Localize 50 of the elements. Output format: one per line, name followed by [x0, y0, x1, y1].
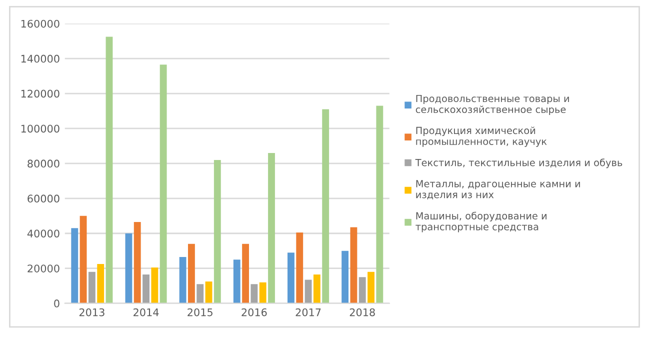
bar	[205, 281, 212, 304]
x-tick-label: 2017	[296, 308, 321, 316]
x-tick-label: 2018	[350, 308, 375, 316]
bar	[196, 284, 204, 304]
bar	[358, 277, 366, 304]
bar	[188, 244, 195, 304]
x-tick-label: 2013	[79, 308, 104, 316]
legend-label: Продовольственные товары и сельскохозяйственное сырье	[416, 94, 569, 115]
bar	[376, 106, 384, 304]
bar	[342, 250, 349, 304]
y-tick-label: 120000	[21, 90, 60, 98]
bar	[80, 216, 87, 304]
x-tick-label: 2014	[134, 308, 159, 316]
bar	[71, 228, 78, 304]
y-tick-label: 80000	[28, 160, 60, 168]
bar	[233, 260, 240, 304]
bar	[288, 252, 294, 304]
legend-label: Текстиль, текстильные изделия и обувь	[415, 158, 622, 168]
bar	[214, 160, 221, 304]
bar	[322, 109, 330, 304]
y-tick-label: 60000	[28, 194, 60, 203]
legend-label: Металлы, драгоценные камни и изделия из них	[416, 180, 580, 200]
bar	[350, 227, 358, 304]
y-tick-label: 140000	[21, 54, 60, 63]
x-tick-label: 2015	[188, 308, 212, 316]
bar	[259, 282, 266, 304]
bar	[125, 233, 132, 304]
x-tick-label: 2016	[242, 308, 267, 316]
bar	[142, 274, 150, 304]
y-tick-label: 160000	[21, 20, 60, 28]
y-tick-label: 100000	[21, 124, 60, 133]
bar	[313, 274, 320, 304]
bar	[151, 267, 158, 304]
bar	[97, 264, 104, 304]
bar	[88, 272, 96, 304]
bar	[268, 152, 275, 304]
bar	[106, 36, 113, 304]
y-tick-label: 0	[54, 300, 60, 308]
bar	[179, 256, 186, 304]
y-tick-label: 40000	[27, 230, 60, 238]
bar	[242, 244, 249, 304]
bar	[250, 284, 258, 304]
legend-label: Машины, оборудование и транспортные средства	[416, 212, 546, 232]
bar	[296, 232, 304, 304]
bar	[304, 280, 312, 304]
bar	[368, 272, 374, 304]
bar	[134, 222, 141, 304]
legend-label: Продукция химической промышленности, каучук	[416, 126, 547, 147]
y-tick-label: 20000	[28, 264, 60, 272]
bar	[160, 64, 167, 304]
